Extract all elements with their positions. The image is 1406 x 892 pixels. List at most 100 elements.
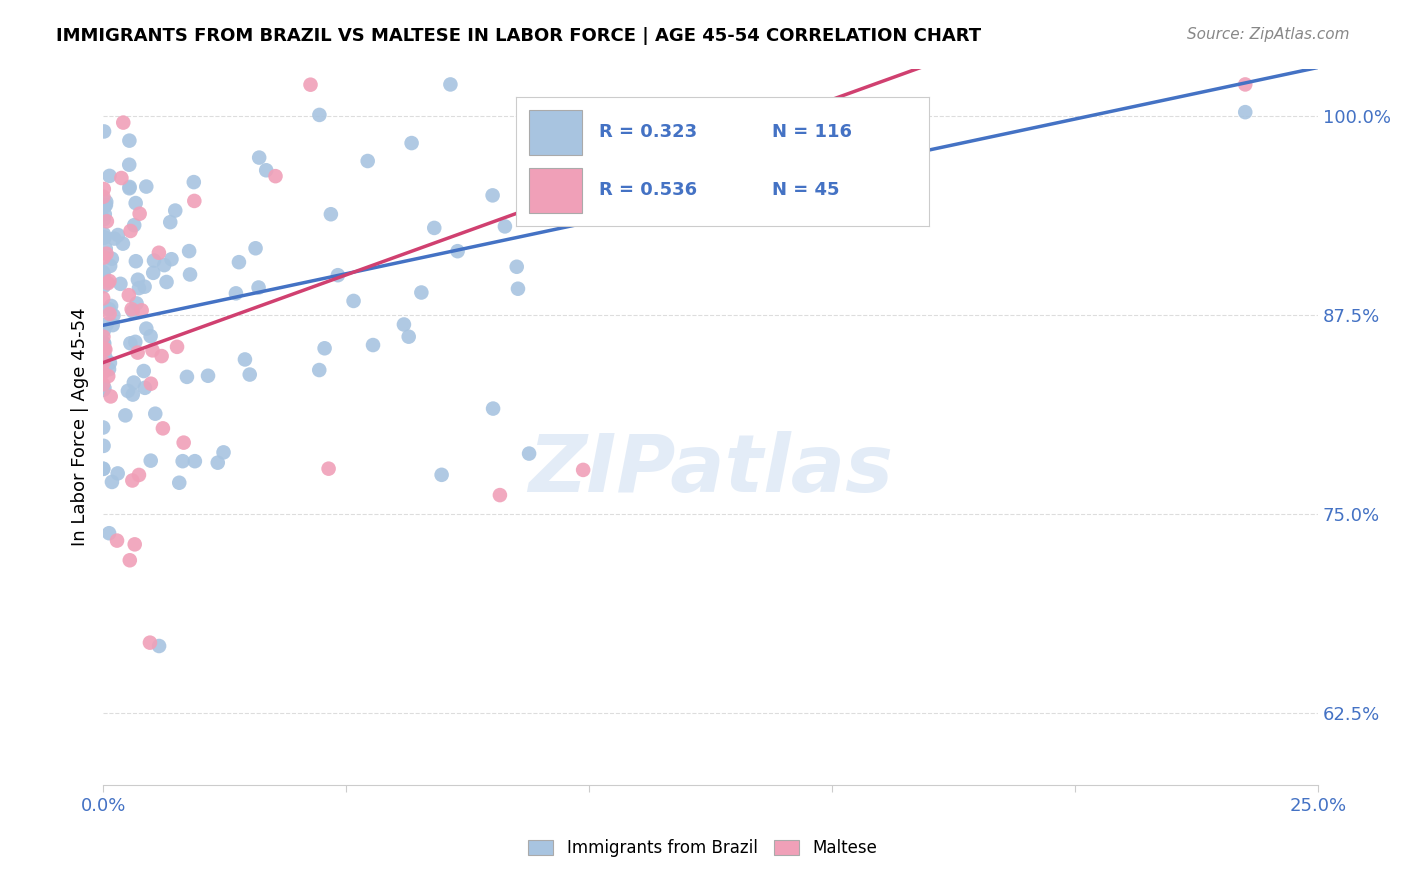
Point [94,350,117,364]
Point [318,461,340,475]
Point [160,252,183,267]
Point [91,366,114,380]
Point [506,260,529,274]
Point [173,435,195,450]
Point [1234,78,1257,92]
Point [118,134,141,148]
Text: IMMIGRANTS FROM BRAZIL VS MALTESE IN LABOR FORCE | AGE 45-54 CORRELATION CHART: IMMIGRANTS FROM BRAZIL VS MALTESE IN LAB… [56,27,981,45]
Point [139,376,162,391]
Point [121,474,143,488]
Point [96,214,118,228]
Point [446,244,468,259]
Point [91,462,114,476]
Point [98,169,121,183]
Point [132,364,155,378]
Point [165,203,187,218]
Point [94,198,117,212]
Point [93,268,115,282]
Point [93,199,115,213]
Point [98,362,121,376]
Point [91,377,114,392]
Point [120,336,142,351]
Point [91,190,114,204]
Point [176,369,198,384]
Point [93,251,115,265]
Point [93,212,115,227]
Point [100,389,122,403]
Point [159,215,181,229]
Point [128,467,150,482]
Point [122,218,145,232]
Point [197,368,219,383]
Point [98,526,121,541]
Point [128,207,150,221]
Point [139,635,162,649]
Point [166,340,188,354]
Point [98,274,121,288]
Point [183,175,205,189]
Point [131,303,153,318]
Point [110,171,132,186]
Point [179,268,201,282]
Point [114,409,136,423]
Point [299,78,322,92]
Point [93,182,115,196]
Point [572,463,595,477]
Point [94,242,117,256]
Point [107,467,129,481]
Point [97,369,120,384]
Point [127,345,149,359]
Point [152,421,174,435]
Point [93,336,115,351]
Point [308,108,330,122]
Point [314,341,336,355]
Point [105,533,128,548]
Point [91,271,114,285]
Point [207,456,229,470]
Point [308,363,330,377]
Point [398,329,420,343]
Point [326,268,349,283]
Point [98,307,121,321]
Point [361,338,384,352]
Point [423,221,446,235]
Point [135,179,157,194]
Point [489,488,512,502]
Point [124,537,146,551]
Point [143,407,166,421]
Point [239,368,262,382]
Point [93,279,115,293]
Point [94,207,117,221]
Point [93,356,115,370]
Point [98,356,121,370]
Point [225,286,247,301]
Point [117,384,139,398]
Point [93,324,115,338]
Point [179,244,201,259]
Point [124,196,146,211]
Point [134,381,156,395]
Point [93,230,115,244]
Point [401,136,423,150]
Point [93,439,115,453]
Point [101,252,124,266]
Point [103,231,125,245]
Point [91,230,114,244]
Point [150,349,173,363]
Point [247,280,270,294]
Point [98,259,121,273]
Point [120,224,142,238]
Point [245,241,267,255]
Point [118,181,141,195]
Point [122,376,145,390]
Point [142,266,165,280]
Point [121,304,143,318]
Point [94,343,117,357]
Point [411,285,433,300]
Point [141,343,163,358]
Point [148,245,170,260]
Point [254,163,277,178]
Point [91,291,114,305]
Point [93,329,115,343]
Point [1234,105,1257,120]
